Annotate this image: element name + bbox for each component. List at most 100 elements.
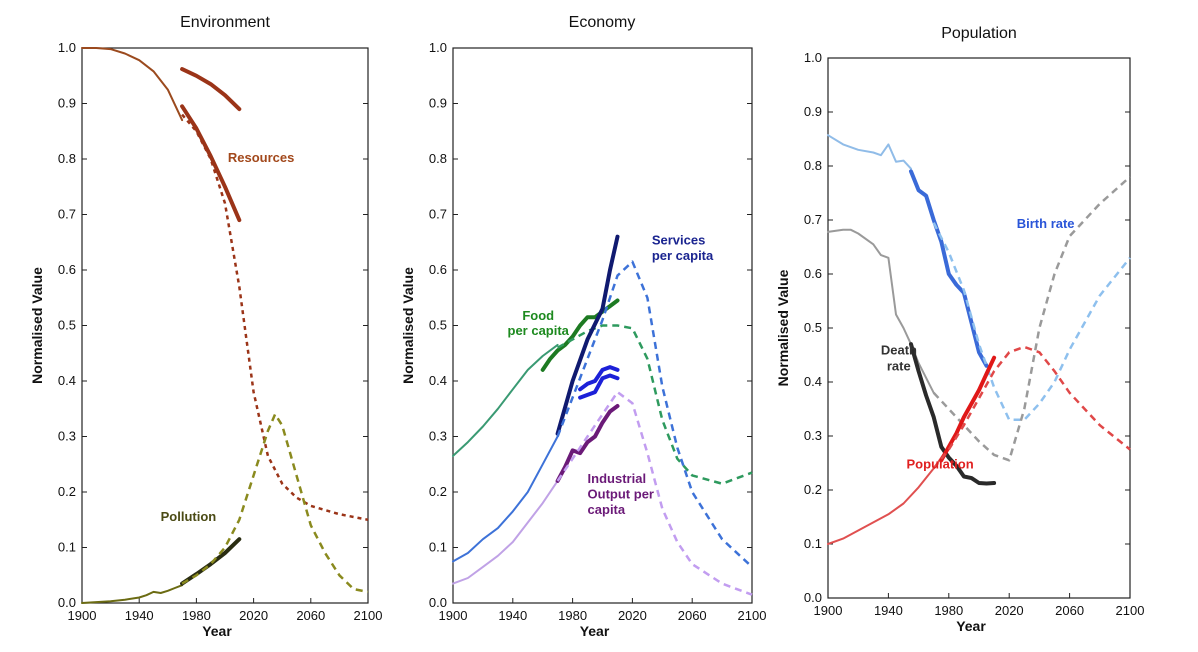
environment-ytick-label: 0.2: [58, 484, 76, 499]
economy-annotation-per-capita: per capita: [652, 248, 714, 263]
population-panel: Population 0.0 0.1 0.2 0.3 0.4 0.5 0.6 0.7 0.8 0.9…: [775, 25, 1144, 634]
economy-xtick-label: 1900: [439, 608, 468, 623]
population-series-population-observed: [827, 445, 950, 545]
environment-y-axis-label: Normalised Value: [29, 267, 45, 384]
population-xtick-label: 1980: [934, 603, 963, 618]
population-ytick-label: 1.0: [804, 50, 822, 65]
population-annotation-population: Population: [907, 456, 974, 471]
economy-ytick-label: 0.5: [429, 318, 447, 333]
environment-ytick-label: 0.9: [58, 96, 76, 111]
economy-xtick-label: 2020: [618, 608, 647, 623]
population-annotation-rate: rate: [887, 359, 911, 374]
population-ytick-label: 0.8: [804, 158, 822, 173]
population-ytick-label: 0.5: [804, 320, 822, 335]
environment-series-resources-observed: [81, 47, 184, 122]
economy-annotation-services: Services: [652, 232, 706, 247]
environment-ytick-label: 0.8: [58, 151, 76, 166]
economy-ytick-label: 0.2: [429, 484, 447, 499]
population-x-axis-label: Year: [956, 618, 986, 634]
economy-ytick-label: 0.1: [429, 540, 447, 555]
population-series-population-model: [932, 345, 1131, 470]
population-ytick-label: 0.4: [804, 374, 822, 389]
population-series-death-rate-data: [909, 342, 997, 486]
population-title: Population: [941, 25, 1017, 42]
environment-xtick-label: 1900: [68, 608, 97, 623]
environment-panel: Environment 0.0 0.1 0.2 0.3 0.4 0.5 0.6 0.7 0.8 0.…: [29, 14, 382, 639]
environment-ytick-label: 1.0: [58, 40, 76, 55]
economy-ytick-label: 0.4: [429, 373, 447, 388]
economy-ytick-label: 0.7: [429, 207, 447, 222]
population-series-birth-rate-model: [932, 222, 1131, 422]
population-ytick-label: 0.3: [804, 428, 822, 443]
economy-ytick-label: 1.0: [429, 40, 447, 55]
economy-x-axis-label: Year: [580, 623, 610, 639]
population-xtick-label: 1900: [814, 603, 843, 618]
economy-xtick-label: 2100: [738, 608, 767, 623]
population-y-axis-label: Normalised Value: [775, 269, 791, 386]
population-xtick-label: 1940: [874, 603, 903, 618]
economy-series-food-per-capita-observed: [452, 343, 559, 457]
economy-xtick-label: 1940: [498, 608, 527, 623]
population-xtick-label: 2100: [1116, 603, 1145, 618]
economy-series-industrial-output-data-b: [578, 365, 620, 392]
population-ytick-label: 0.1: [804, 536, 822, 551]
population-xtick-label: 2060: [1055, 603, 1084, 618]
environment-ytick-label: 0.0: [58, 595, 76, 610]
population-annotation-death: Death: [881, 342, 917, 357]
economy-ytick-label: 0.6: [429, 262, 447, 277]
economy-ytick-label: 0.0: [429, 595, 447, 610]
environment-annotation-pollution: Pollution: [161, 509, 217, 524]
environment-series-pollution-data: [180, 537, 242, 586]
economy-series-services-per-capita-model: [556, 260, 753, 568]
economy-y-axis-label: Normalised Value: [400, 267, 416, 384]
economy-series-industrial-output-per-capita-model: [556, 390, 753, 596]
population-series-birth-rate-data: [909, 169, 989, 368]
environment-annotation-resources: Resources: [228, 150, 294, 165]
economy-annotation-per-capita: per capita: [508, 323, 570, 338]
environment-ytick-label: 0.3: [58, 429, 76, 444]
population-xtick-label: 2020: [995, 603, 1024, 618]
economy-title: Economy: [569, 14, 636, 31]
population-ytick-label: 0.9: [804, 104, 822, 119]
population-plot-frame: [827, 57, 1131, 599]
environment-series-pollution-observed: [81, 584, 184, 604]
environment-xtick-label: 2060: [296, 608, 325, 623]
economy-annotation-food: Food: [522, 308, 554, 323]
economy-annotation-output-per: Output per: [588, 487, 654, 502]
economy-series-services-per-capita-observed: [452, 435, 559, 563]
population-series-population-data: [939, 355, 997, 463]
economy-annotation-industrial: Industrial: [588, 471, 647, 486]
environment-series-resources-data-a: [180, 67, 242, 112]
economy-xtick-label: 1980: [558, 608, 587, 623]
environment-title: Environment: [180, 14, 270, 31]
population-ytick-label: 0.6: [804, 266, 822, 281]
population-series-birth-rate-observed: [827, 134, 912, 170]
economy-ytick-label: 0.9: [429, 96, 447, 111]
economy-ytick-label: 0.8: [429, 151, 447, 166]
economy-annotation-capita: capita: [588, 502, 626, 517]
environment-x-axis-label: Year: [202, 623, 232, 639]
population-ytick-label: 0.2: [804, 482, 822, 497]
environment-xtick-label: 2100: [354, 608, 383, 623]
environment-plot-frame: [81, 47, 369, 604]
environment-series-resources-data-b: [180, 104, 242, 223]
environment-xtick-label: 1940: [125, 608, 154, 623]
population-annotation-birth-rate: Birth rate: [1017, 216, 1075, 231]
environment-xtick-label: 1980: [182, 608, 211, 623]
population-ytick-label: 0.7: [804, 212, 822, 227]
economy-series-industrial-output-per-capita-observed: [452, 479, 559, 585]
environment-series-pollution-model: [181, 413, 369, 594]
economy-series-industrial-output-data-a: [578, 373, 620, 400]
environment-ytick-label: 0.7: [58, 207, 76, 222]
environment-ytick-label: 0.6: [58, 262, 76, 277]
economy-series-food-per-capita-model: [556, 324, 753, 485]
environment-ytick-label: 0.1: [58, 540, 76, 555]
environment-xtick-label: 2020: [239, 608, 268, 623]
environment-ytick-label: 0.5: [58, 318, 76, 333]
economy-series-services-per-capita-data: [555, 234, 620, 436]
environment-ytick-label: 0.4: [58, 373, 76, 388]
economy-panel: Economy 0.0 0.1 0.2 0.3 0.4 0.5 0.6 0.7 0.8 0.9 1.0…: [400, 14, 766, 639]
economy-series-industrial-output-per-capita-data: [555, 404, 620, 483]
environment-series-resources-model: [181, 113, 369, 522]
